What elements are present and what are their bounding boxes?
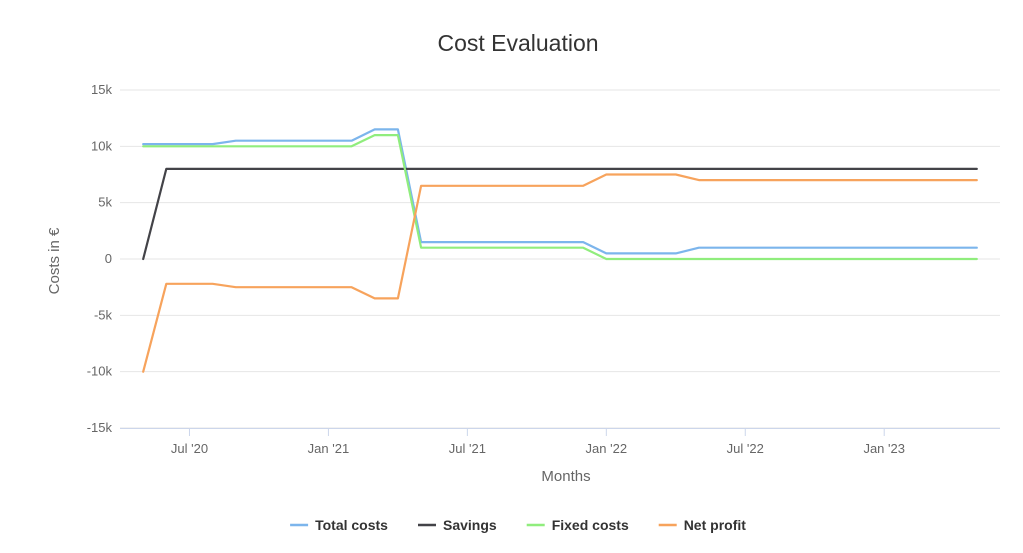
- legend-label: Savings: [443, 517, 497, 533]
- x-tick-label: Jan '23: [863, 441, 905, 456]
- y-axis: 15k 10k 5k 0 -5k -10k -15k: [87, 82, 113, 435]
- series-line-fixed-costs[interactable]: [142, 134, 978, 261]
- y-tick-label: -10k: [87, 364, 113, 379]
- x-axis: Jul '20 Jan '21 Jul '21 Jan '22 Jul '22 Jan '…: [120, 428, 1000, 456]
- legend-item-savings[interactable]: Savings: [418, 517, 497, 533]
- x-tick-label: Jan '21: [308, 441, 350, 456]
- legend-label: Total costs: [315, 517, 388, 533]
- y-tick-label: 10k: [91, 138, 112, 153]
- legend-label: Net profit: [684, 517, 747, 533]
- series-line-savings[interactable]: [142, 167, 978, 261]
- x-tick-label: Jul '22: [727, 441, 764, 456]
- y-tick-label: -5k: [94, 307, 113, 322]
- x-tick-label: Jul '20: [171, 441, 208, 456]
- series-line-total-costs[interactable]: [142, 128, 978, 255]
- x-tick-label: Jan '22: [586, 441, 628, 456]
- legend-item-net-profit[interactable]: Net profit: [658, 517, 747, 533]
- legend: Total costs Savings Fixed costs Net profit: [290, 517, 746, 533]
- x-tick-label: Jul '21: [449, 441, 486, 456]
- y-tick-label: 15k: [91, 82, 112, 97]
- y-tick-label: 0: [105, 251, 112, 266]
- series-layer: [142, 128, 978, 373]
- chart-title: Cost Evaluation: [437, 30, 598, 56]
- x-axis-title: Months: [541, 468, 590, 485]
- legend-item-total-costs[interactable]: Total costs: [290, 517, 388, 533]
- y-axis-title: Costs in €: [46, 227, 63, 294]
- series-line-net-profit[interactable]: [142, 173, 978, 373]
- y-tick-label: 5k: [98, 195, 112, 210]
- legend-item-fixed-costs[interactable]: Fixed costs: [526, 517, 629, 533]
- y-tick-label: -15k: [87, 420, 113, 435]
- legend-label: Fixed costs: [552, 517, 629, 533]
